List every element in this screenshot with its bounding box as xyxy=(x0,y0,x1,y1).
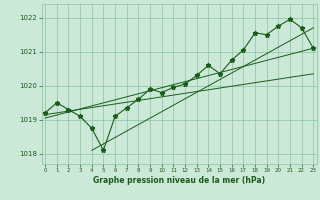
X-axis label: Graphe pression niveau de la mer (hPa): Graphe pression niveau de la mer (hPa) xyxy=(93,176,265,185)
